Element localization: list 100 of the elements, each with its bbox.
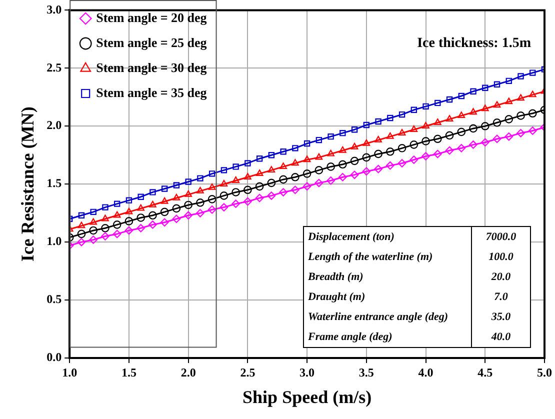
point	[470, 108, 477, 115]
point	[410, 140, 418, 149]
annotation: 40.0	[472, 327, 530, 348]
annotation: Frame angle (deg)	[307, 330, 394, 345]
point	[302, 182, 312, 191]
point	[279, 175, 288, 184]
point	[126, 197, 132, 204]
point	[173, 182, 180, 188]
point	[244, 186, 252, 194]
point	[362, 167, 371, 176]
point	[446, 115, 454, 122]
x-tick-label: 3.0	[300, 365, 315, 380]
point	[136, 214, 145, 222]
point	[492, 134, 502, 144]
point	[422, 152, 430, 160]
point	[445, 131, 454, 140]
point	[434, 100, 441, 106]
point	[232, 176, 240, 183]
point	[89, 236, 98, 244]
point	[398, 144, 406, 152]
point	[362, 153, 371, 162]
x-tick-label: 1.0	[62, 365, 78, 380]
point	[148, 211, 157, 220]
point	[89, 226, 98, 235]
point	[124, 226, 134, 235]
point	[340, 130, 346, 136]
point	[482, 84, 488, 91]
point	[505, 98, 513, 104]
point	[339, 146, 346, 153]
point	[101, 224, 110, 232]
point	[256, 170, 264, 176]
point	[446, 96, 453, 103]
x-tick-label: 4.0	[418, 365, 434, 380]
point	[101, 232, 110, 240]
point	[494, 81, 500, 88]
point	[112, 230, 122, 238]
point	[244, 160, 251, 166]
point	[398, 159, 406, 168]
point	[375, 118, 382, 125]
x-tick-label: 3.5	[358, 365, 374, 380]
point	[280, 148, 286, 155]
point	[469, 124, 478, 133]
point	[302, 170, 312, 178]
point	[196, 208, 204, 218]
point	[160, 197, 168, 204]
point	[268, 166, 276, 173]
y-tick-label: 0.0	[46, 350, 62, 364]
point	[422, 122, 430, 128]
point	[457, 128, 466, 136]
point	[338, 172, 347, 182]
point	[470, 88, 476, 94]
point	[172, 214, 181, 224]
point	[351, 126, 358, 133]
point	[208, 183, 216, 190]
point	[316, 136, 322, 144]
annotation: Ice thickness: 1.5m	[417, 36, 531, 52]
point	[114, 200, 120, 207]
annotation: 100.0	[472, 247, 530, 267]
point	[458, 112, 466, 118]
point	[504, 132, 514, 141]
legend-label: Stem angle = 30 deg	[96, 60, 208, 75]
point	[374, 150, 382, 158]
x-tick-label: 1.5	[121, 365, 136, 380]
point	[185, 178, 192, 185]
point	[422, 137, 430, 146]
annotation: Breadth (m)	[307, 270, 364, 285]
point	[208, 195, 216, 204]
point	[516, 112, 525, 120]
annotation: 35.0	[472, 307, 530, 327]
x-tick-label: 5.0	[537, 365, 552, 380]
point	[326, 176, 335, 185]
point	[78, 222, 86, 228]
y-axis-title: Ice Resistance (MN)	[17, 106, 38, 262]
point	[113, 211, 121, 218]
point	[220, 203, 228, 212]
point	[268, 152, 275, 158]
y-tick-label: 2.0	[46, 118, 62, 132]
point	[172, 194, 180, 200]
point	[492, 118, 502, 127]
point	[280, 162, 287, 170]
point	[172, 204, 181, 213]
point	[267, 192, 276, 200]
point	[184, 200, 192, 210]
point	[292, 159, 299, 166]
point	[480, 122, 490, 130]
point	[184, 190, 192, 197]
point	[328, 133, 334, 140]
point	[291, 172, 300, 182]
point	[150, 189, 156, 196]
point	[374, 136, 382, 142]
point	[161, 186, 168, 192]
point	[528, 90, 536, 98]
point	[398, 111, 406, 118]
point	[516, 128, 525, 138]
point	[304, 140, 310, 147]
point	[244, 197, 252, 206]
point	[255, 194, 264, 202]
point	[160, 218, 169, 227]
point	[160, 208, 169, 216]
annotation: Draught (m)	[307, 290, 366, 305]
